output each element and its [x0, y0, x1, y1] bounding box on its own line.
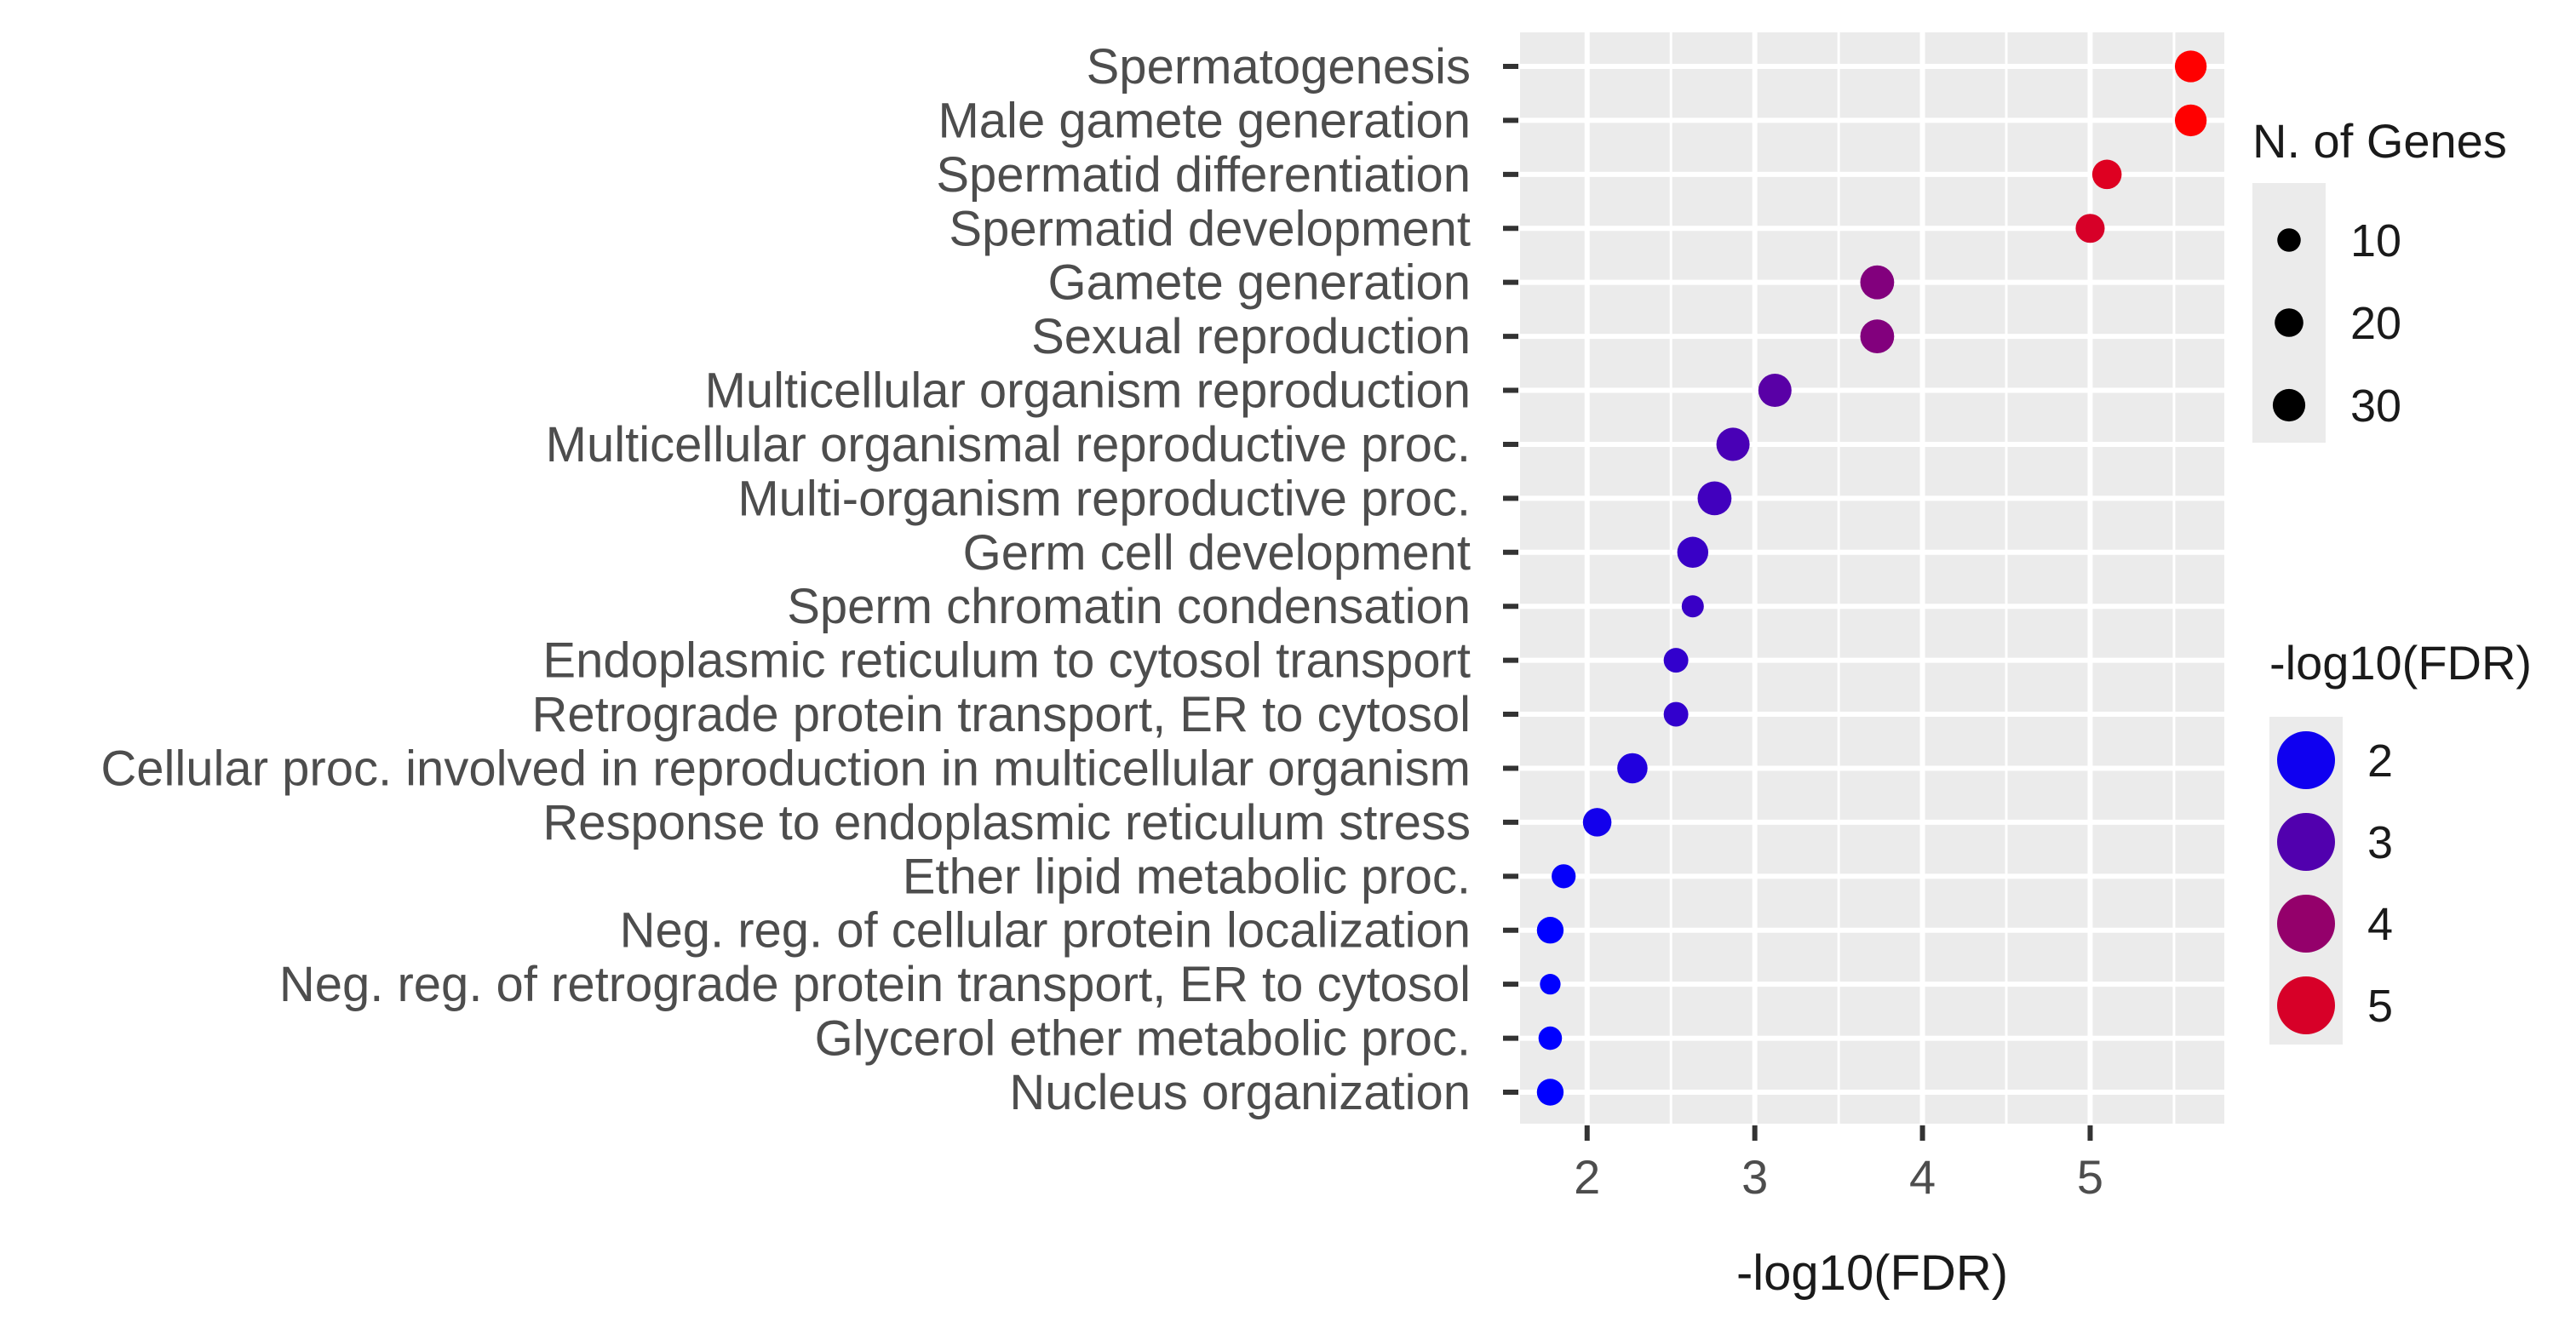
- data-point: [1540, 974, 1561, 995]
- data-point: [1681, 595, 1704, 618]
- y-tick-label: Neg. reg. of retrograde protein transpor…: [279, 957, 1471, 1012]
- size-legend-swatch: [2275, 308, 2303, 337]
- data-point: [1716, 427, 1750, 461]
- data-point: [1677, 536, 1709, 569]
- color-legend-label: 4: [2367, 899, 2393, 950]
- size-legend-swatch: [2272, 388, 2306, 422]
- color-legend-title: -log10(FDR): [2269, 636, 2532, 690]
- data-point: [2075, 214, 2105, 243]
- size-legend-title: N. of Genes: [2252, 114, 2507, 168]
- data-point: [2174, 50, 2207, 83]
- data-point: [1663, 648, 1689, 673]
- data-point: [1536, 917, 1564, 944]
- color-legend-swatch: [2277, 731, 2335, 789]
- size-legend: N. of Genes 10 20 30: [2252, 114, 2507, 443]
- y-tick-label: Sexual reproduction: [1031, 309, 1471, 364]
- data-point: [1617, 753, 1648, 784]
- y-tick-label: Spermatid differentiation: [936, 147, 1471, 203]
- color-legend-label: 2: [2367, 736, 2393, 787]
- y-tick-label: Cellular proc. involved in reproduction …: [100, 741, 1471, 796]
- data-point: [2091, 159, 2122, 190]
- y-tick-label: Germ cell development: [963, 525, 1471, 581]
- x-axis-title: -log10(FDR): [1736, 1245, 2008, 1301]
- size-legend-label: 10: [2350, 215, 2401, 266]
- y-tick-label: Neg. reg. of cellular protein localizati…: [620, 903, 1471, 959]
- color-legend-swatch: [2277, 895, 2335, 953]
- y-tick-label: Multi-organism reproductive proc.: [737, 471, 1471, 526]
- y-tick-label: Spermatid development: [949, 201, 1471, 256]
- size-legend-label: 20: [2350, 298, 2401, 349]
- y-tick-label: Sperm chromatin condensation: [787, 579, 1471, 634]
- y-tick-label: Male gamete generation: [938, 93, 1471, 148]
- y-tick-label: Ether lipid metabolic proc.: [903, 849, 1471, 904]
- y-tick-label: Retrograde protein transport, ER to cyto…: [531, 687, 1471, 742]
- color-legend-swatch: [2277, 813, 2335, 871]
- y-tick-label: Nucleus organization: [1009, 1065, 1471, 1120]
- data-point: [2174, 104, 2207, 137]
- data-point: [1860, 319, 1895, 354]
- y-tick-label: Response to endoplasmic reticulum stress: [542, 795, 1471, 850]
- data-point: [1552, 864, 1576, 889]
- data-points: [1536, 50, 2207, 1106]
- y-tick-label: Multicellular organismal reproductive pr…: [546, 417, 1471, 472]
- data-point: [1860, 265, 1895, 300]
- x-tick-label: 5: [2077, 1150, 2103, 1204]
- color-legend-label: 5: [2367, 981, 2393, 1032]
- y-tick-label: Multicellular organism reproduction: [705, 363, 1471, 419]
- plot-panel: [1520, 32, 2224, 1124]
- x-tick-label: 2: [1574, 1150, 1600, 1204]
- color-legend-label: 3: [2367, 817, 2393, 868]
- data-point: [1538, 1026, 1563, 1050]
- x-tick-label: 3: [1741, 1150, 1768, 1204]
- color-legend-swatch: [2277, 976, 2335, 1034]
- data-point: [1582, 808, 1612, 837]
- data-point: [1663, 701, 1689, 727]
- data-point: [1697, 481, 1732, 516]
- x-tick-label: 4: [1909, 1150, 1936, 1204]
- size-legend-swatch: [2277, 228, 2301, 252]
- y-tick-label: Spermatogenesis: [1087, 39, 1471, 94]
- y-tick-label: Gamete generation: [1047, 255, 1471, 311]
- color-legend: -log10(FDR) 2 3 4 5: [2269, 636, 2532, 1045]
- y-tick-label: Glycerol ether metabolic proc.: [815, 1011, 1471, 1067]
- data-point: [1536, 1079, 1564, 1106]
- y-tick-label: Endoplasmic reticulum to cytosol transpo…: [542, 633, 1471, 689]
- data-point: [1758, 374, 1792, 408]
- size-legend-label: 30: [2350, 381, 2401, 432]
